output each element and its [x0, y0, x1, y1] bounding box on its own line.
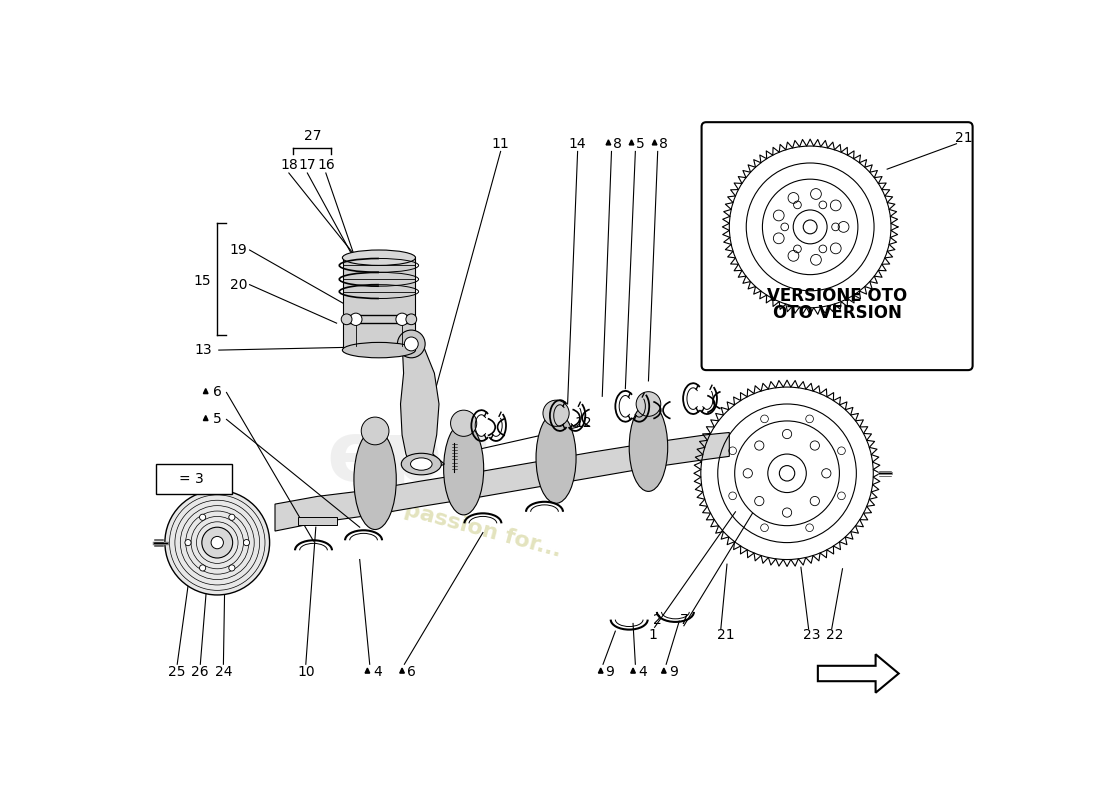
Text: 26: 26 [191, 665, 209, 679]
Ellipse shape [629, 403, 668, 491]
Text: 6: 6 [212, 386, 222, 399]
Circle shape [229, 565, 235, 571]
Text: OTO VERSION: OTO VERSION [772, 304, 902, 322]
Text: a passion for...: a passion for... [379, 494, 563, 561]
Polygon shape [630, 668, 636, 673]
Polygon shape [165, 475, 169, 480]
Polygon shape [399, 668, 405, 673]
Circle shape [405, 337, 418, 351]
Text: 15: 15 [192, 274, 211, 288]
Ellipse shape [443, 422, 484, 515]
Text: 24: 24 [214, 665, 232, 679]
Text: 21: 21 [955, 131, 974, 146]
Polygon shape [818, 654, 899, 693]
Text: 21: 21 [716, 628, 735, 642]
Text: 20: 20 [230, 278, 248, 292]
Ellipse shape [342, 250, 416, 266]
Polygon shape [204, 389, 208, 394]
Text: 6: 6 [407, 665, 416, 679]
Polygon shape [606, 140, 610, 145]
Polygon shape [343, 258, 415, 350]
Text: 17: 17 [298, 158, 316, 172]
Circle shape [202, 527, 233, 558]
Circle shape [361, 417, 389, 445]
Polygon shape [629, 140, 634, 145]
Text: epc: epc [327, 418, 493, 498]
Polygon shape [275, 433, 729, 531]
Polygon shape [661, 668, 667, 673]
Text: 2: 2 [653, 613, 662, 626]
Text: 9: 9 [669, 665, 678, 679]
Circle shape [636, 392, 661, 416]
Circle shape [185, 539, 191, 546]
Text: 9: 9 [605, 665, 615, 679]
Circle shape [243, 539, 250, 546]
Circle shape [406, 314, 417, 325]
Text: = 3: = 3 [178, 472, 204, 486]
Bar [298, 517, 337, 525]
Circle shape [341, 314, 352, 325]
Text: 19: 19 [230, 243, 248, 257]
Text: 5: 5 [213, 413, 221, 426]
Text: 27: 27 [304, 129, 321, 143]
Polygon shape [652, 140, 657, 145]
Text: 14: 14 [569, 137, 586, 150]
Text: 4: 4 [638, 665, 647, 679]
Circle shape [543, 400, 569, 426]
Polygon shape [365, 668, 370, 673]
Circle shape [229, 514, 235, 520]
Circle shape [350, 313, 362, 326]
Circle shape [199, 514, 206, 520]
Text: 5: 5 [637, 137, 645, 150]
Circle shape [165, 490, 270, 595]
Circle shape [402, 334, 420, 353]
Text: 25: 25 [168, 665, 186, 679]
Text: 11: 11 [492, 137, 509, 150]
Circle shape [451, 410, 476, 436]
Text: 12: 12 [574, 416, 592, 430]
Text: 1: 1 [649, 628, 658, 642]
Text: 7: 7 [680, 613, 689, 626]
FancyBboxPatch shape [702, 122, 972, 370]
Text: 10: 10 [297, 665, 315, 679]
FancyBboxPatch shape [156, 464, 232, 494]
Text: 13: 13 [195, 343, 212, 357]
Polygon shape [204, 415, 208, 421]
Polygon shape [400, 341, 444, 470]
Text: 8: 8 [613, 137, 623, 150]
Text: 4: 4 [373, 665, 382, 679]
Circle shape [199, 565, 206, 571]
Circle shape [396, 313, 408, 326]
Circle shape [397, 330, 426, 358]
Text: 23: 23 [803, 628, 821, 642]
Ellipse shape [354, 430, 396, 530]
Polygon shape [598, 668, 603, 673]
Circle shape [211, 537, 223, 549]
Text: 16: 16 [317, 158, 334, 172]
Ellipse shape [342, 342, 416, 358]
Ellipse shape [536, 413, 576, 503]
Ellipse shape [402, 454, 441, 475]
Text: 18: 18 [280, 158, 298, 172]
Text: 8: 8 [659, 137, 669, 150]
Ellipse shape [410, 458, 432, 470]
Text: 22: 22 [826, 628, 844, 642]
Text: VERSIONE OTO: VERSIONE OTO [767, 287, 908, 306]
